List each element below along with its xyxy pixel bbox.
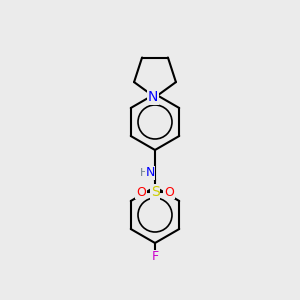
- Text: H: H: [140, 168, 148, 178]
- Text: F: F: [152, 250, 159, 263]
- Text: O: O: [136, 185, 146, 199]
- Text: N: N: [145, 167, 155, 179]
- Text: N: N: [148, 90, 158, 104]
- Text: S: S: [151, 185, 159, 199]
- Text: O: O: [164, 185, 174, 199]
